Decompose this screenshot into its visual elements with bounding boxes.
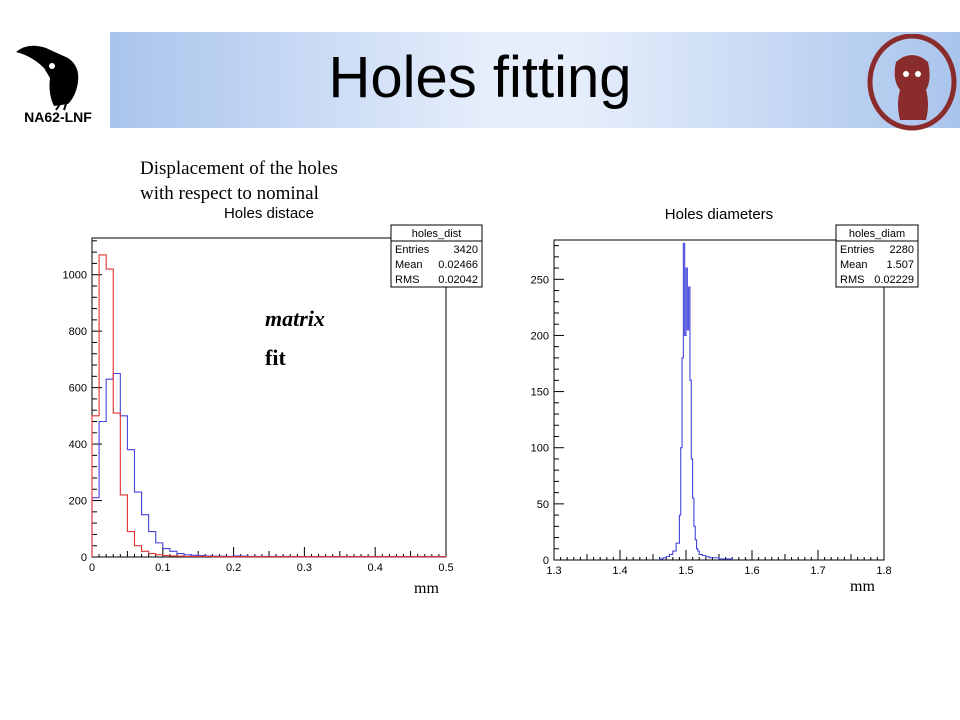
- page-title: Holes fitting: [328, 45, 632, 110]
- chart-title: Holes diameters: [665, 206, 773, 223]
- displacement-note: Displacement of the holes with respect t…: [140, 156, 338, 206]
- x-tick-label: 1.6: [744, 565, 759, 577]
- y-tick-label: 150: [531, 387, 549, 399]
- x-tick-label: 1.5: [678, 565, 693, 577]
- y-tick-label: 50: [537, 499, 549, 511]
- chart-title: Holes distace: [224, 205, 314, 222]
- x-tick-label: 1.7: [810, 565, 825, 577]
- stats-name: holes_diam: [849, 228, 905, 240]
- x-tick-label: 0.1: [155, 562, 170, 574]
- series-fit: [91, 254, 447, 558]
- stats-value: 2280: [890, 244, 914, 256]
- x-tick-label: 0.2: [226, 562, 241, 574]
- x-tick-label: 1.4: [612, 565, 627, 577]
- stats-value: 0.02042: [438, 274, 478, 286]
- y-tick-label: 0: [543, 555, 549, 567]
- stats-box: holes_dist Entries 3420 Mean 0.02466 RMS 0.020…: [390, 224, 483, 288]
- stats-value: 0.02466: [438, 259, 478, 271]
- y-tick-label: 400: [69, 439, 87, 451]
- stats-key: Mean: [395, 259, 423, 271]
- series-holes_diam: [659, 242, 733, 560]
- x-tick-label: 0: [89, 562, 95, 574]
- title-banner: [110, 32, 960, 128]
- x-tick-label: 0.3: [297, 562, 312, 574]
- note-line-2: with respect to nominal: [140, 183, 319, 204]
- stats-key: Entries: [395, 244, 430, 256]
- y-tick-label: 100: [531, 443, 549, 455]
- y-tick-label: 250: [531, 274, 549, 286]
- stats-frame: [835, 224, 919, 288]
- stats-frame: [390, 224, 483, 288]
- plot-frame: [91, 237, 447, 558]
- x-tick-label: 1.8: [876, 565, 891, 577]
- stats-key: Mean: [840, 259, 868, 271]
- na62-lnf-logo: NA62-LNF: [16, 45, 92, 124]
- stats-box: holes_diam Entries 2280 Mean 1.507 RMS 0.02229: [835, 224, 919, 288]
- stats-key: Entries: [840, 244, 875, 256]
- y-tick-label: 200: [531, 330, 549, 342]
- x-tick-label: 0.5: [438, 562, 453, 574]
- university-seal-logo: [867, 34, 957, 131]
- plot-frame: [553, 239, 885, 561]
- y-tick-label: 600: [69, 383, 87, 395]
- y-tick-label: 0: [81, 552, 87, 564]
- y-tick-label: 200: [69, 496, 87, 508]
- logo-text: NA62-LNF: [24, 109, 92, 124]
- stats-key: RMS: [395, 274, 419, 286]
- y-tick-label: 1000: [63, 270, 87, 282]
- x-tick-label: 1.3: [546, 565, 561, 577]
- holes-diameters-histogram: Holes diameters 1.3 1.4 1.5 1.6 1.7 1.8 0 50 100 1…: [531, 206, 919, 577]
- note-line-1: Displacement of the holes: [140, 158, 338, 179]
- holes-distance-histogram: Holes distace 0 0.1 0.2 0.3 0.4 0.5 0 200 400 600 8…: [63, 205, 483, 574]
- matrix-label: matrix: [265, 306, 325, 331]
- y-tick-label: 800: [69, 326, 87, 338]
- stats-key: RMS: [840, 274, 864, 286]
- stats-value: 0.02229: [874, 274, 914, 286]
- stats-value: 3420: [454, 244, 478, 256]
- stats-name: holes_dist: [412, 228, 462, 240]
- right-x-unit: mm: [850, 578, 875, 595]
- left-x-unit: mm: [414, 580, 439, 597]
- stats-value: 1.507: [886, 259, 914, 271]
- x-tick-label: 0.4: [368, 562, 383, 574]
- fit-label: fit: [265, 345, 286, 370]
